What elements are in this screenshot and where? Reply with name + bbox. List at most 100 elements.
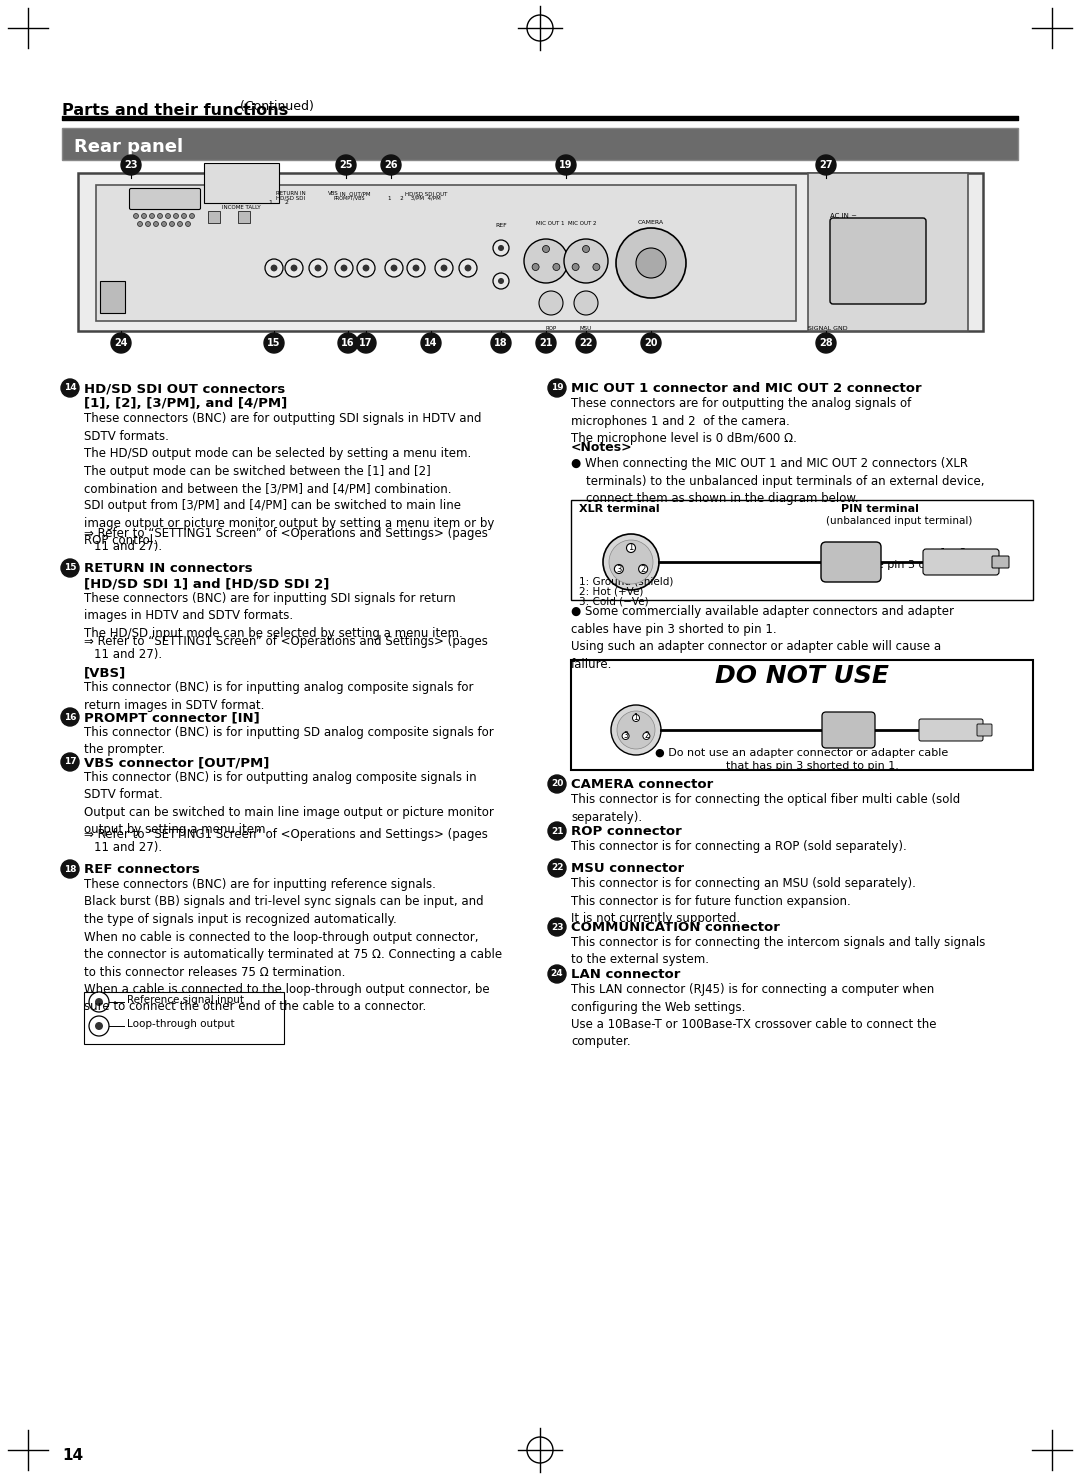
Circle shape	[816, 155, 836, 174]
Circle shape	[643, 733, 650, 739]
Text: PROMPT/VBS: PROMPT/VBS	[334, 195, 365, 200]
Text: ⇒ Refer to “SETTING1 Screen” of <Operations and Settings> (pages: ⇒ Refer to “SETTING1 Screen” of <Operati…	[84, 528, 488, 539]
Text: 22: 22	[551, 863, 564, 872]
Text: 15: 15	[64, 563, 77, 572]
Text: 23: 23	[124, 160, 138, 170]
Text: 14: 14	[424, 338, 437, 347]
Text: 21: 21	[539, 338, 553, 347]
Text: 2: 2	[640, 565, 646, 573]
Circle shape	[158, 213, 162, 219]
Circle shape	[615, 565, 623, 573]
Circle shape	[536, 333, 556, 353]
Text: This connector is for connecting a ROP (sold separately).: This connector is for connecting a ROP (…	[571, 840, 907, 853]
Circle shape	[464, 265, 472, 272]
FancyBboxPatch shape	[923, 548, 999, 575]
Text: MSU connector: MSU connector	[571, 862, 684, 875]
Text: AC IN ~: AC IN ~	[831, 213, 858, 219]
Circle shape	[616, 228, 686, 299]
Circle shape	[265, 259, 283, 276]
Text: RETURN IN connectors: RETURN IN connectors	[84, 562, 253, 575]
Text: VBS: VBS	[327, 191, 338, 197]
Circle shape	[498, 278, 504, 284]
Circle shape	[548, 378, 566, 398]
Text: Loop-through output: Loop-through output	[127, 1018, 234, 1029]
Circle shape	[617, 711, 654, 749]
Circle shape	[177, 222, 183, 226]
Circle shape	[357, 259, 375, 276]
Circle shape	[556, 155, 576, 174]
Text: 1: 1	[629, 544, 634, 553]
Text: ⇒ Refer to “SETTING1 Screen” of <Operations and Settings> (pages: ⇒ Refer to “SETTING1 Screen” of <Operati…	[84, 636, 488, 647]
Text: XLR terminal: XLR terminal	[579, 504, 660, 514]
FancyBboxPatch shape	[208, 211, 220, 223]
Circle shape	[609, 539, 653, 584]
Circle shape	[492, 273, 509, 290]
FancyBboxPatch shape	[238, 211, 249, 223]
Text: (Continued): (Continued)	[237, 101, 314, 112]
Text: PROMPT connector [IN]: PROMPT connector [IN]	[84, 711, 260, 724]
Text: (unbalanced input terminal): (unbalanced input terminal)	[826, 516, 972, 526]
Circle shape	[633, 714, 639, 721]
Text: 24: 24	[551, 970, 564, 978]
Circle shape	[95, 998, 103, 1007]
Text: ● Make pin 3 open.: ● Make pin 3 open.	[841, 560, 950, 571]
Circle shape	[89, 1015, 109, 1036]
Text: These connectors (BNC) are for inputting reference signals.
Black burst (BB) sig: These connectors (BNC) are for inputting…	[84, 878, 502, 1014]
Circle shape	[165, 213, 171, 219]
Text: 20: 20	[551, 779, 563, 788]
Circle shape	[548, 822, 566, 840]
Circle shape	[603, 534, 659, 590]
Circle shape	[548, 774, 566, 794]
Text: 17: 17	[64, 758, 77, 767]
Text: This connector is for connecting the optical fiber multi cable (sold
separately): This connector is for connecting the opt…	[571, 794, 960, 823]
FancyBboxPatch shape	[977, 724, 993, 736]
Text: DO NOT USE: DO NOT USE	[715, 664, 889, 687]
Text: [HD/SD SDI 1] and [HD/SD SDI 2]: [HD/SD SDI 1] and [HD/SD SDI 2]	[84, 576, 329, 590]
Text: 22: 22	[579, 338, 593, 347]
Circle shape	[816, 333, 836, 353]
FancyBboxPatch shape	[808, 173, 968, 331]
Text: COMMUNICATION connector: COMMUNICATION connector	[571, 921, 780, 934]
Text: This connector is for connecting the intercom signals and tally signals
to the e: This connector is for connecting the int…	[571, 936, 985, 967]
FancyBboxPatch shape	[100, 281, 125, 313]
Circle shape	[642, 333, 661, 353]
Text: MIC OUT 1 connector and MIC OUT 2 connector: MIC OUT 1 connector and MIC OUT 2 connec…	[571, 381, 921, 395]
Text: These connectors are for outputting the analog signals of
microphones 1 and 2  o: These connectors are for outputting the …	[571, 398, 912, 445]
Circle shape	[111, 333, 131, 353]
Circle shape	[95, 1021, 103, 1030]
Text: 1     2    3/PM  4/PM: 1 2 3/PM 4/PM	[388, 197, 441, 201]
Text: Parts and their functions: Parts and their functions	[62, 103, 288, 118]
Text: CAMERA connector: CAMERA connector	[571, 777, 713, 791]
Text: 19: 19	[559, 160, 572, 170]
Text: 11 and 27).: 11 and 27).	[94, 647, 162, 661]
Circle shape	[363, 265, 369, 272]
Text: INCOME TALLY: INCOME TALLY	[221, 205, 260, 210]
Circle shape	[137, 222, 143, 226]
Circle shape	[141, 213, 147, 219]
Text: [1], [2], [3/PM], and [4/PM]: [1], [2], [3/PM], and [4/PM]	[84, 398, 287, 409]
Circle shape	[309, 259, 327, 276]
Circle shape	[548, 918, 566, 936]
Circle shape	[548, 859, 566, 876]
Text: Reference signal input: Reference signal input	[127, 995, 244, 1005]
Circle shape	[170, 222, 175, 226]
Text: 11 and 27).: 11 and 27).	[94, 539, 162, 553]
Text: <Notes>: <Notes>	[571, 440, 633, 454]
FancyBboxPatch shape	[130, 189, 201, 210]
Circle shape	[60, 559, 79, 576]
Text: IN  OUT/PM: IN OUT/PM	[340, 191, 370, 197]
Text: 19: 19	[551, 383, 564, 393]
Circle shape	[572, 263, 579, 270]
Circle shape	[186, 222, 190, 226]
Text: REF connectors: REF connectors	[84, 863, 200, 876]
Text: VBS connector [OUT/PM]: VBS connector [OUT/PM]	[84, 757, 269, 769]
Circle shape	[573, 291, 598, 315]
Text: 15: 15	[267, 338, 281, 347]
FancyBboxPatch shape	[571, 661, 1032, 770]
Circle shape	[356, 333, 376, 353]
Circle shape	[60, 860, 79, 878]
FancyBboxPatch shape	[993, 556, 1009, 568]
Circle shape	[548, 965, 566, 983]
FancyBboxPatch shape	[78, 173, 983, 331]
FancyBboxPatch shape	[821, 542, 881, 582]
